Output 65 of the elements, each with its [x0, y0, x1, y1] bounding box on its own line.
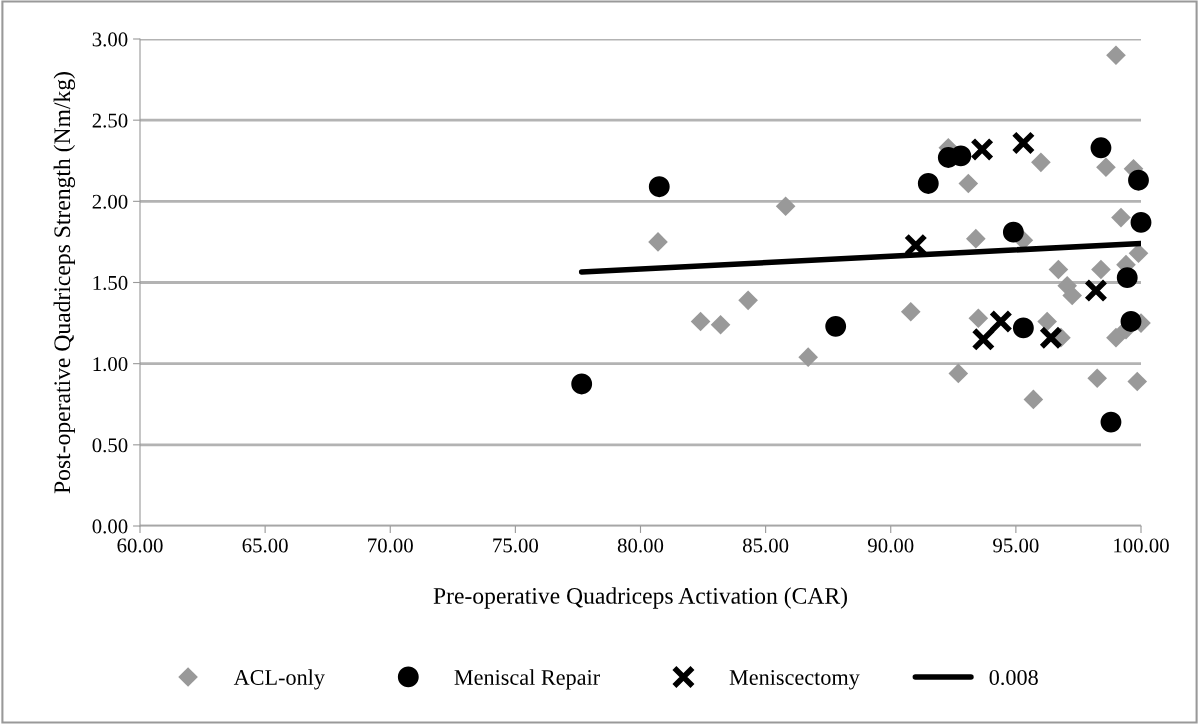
x-tick-label: 80.00 [617, 538, 664, 553]
y-axis-title: Post-operative Quadriceps Strength (Nm/kg) [53, 72, 76, 494]
legend-label: Meniscal Repair [454, 669, 600, 690]
point [1062, 285, 1082, 306]
legend-label: Meniscectomy [729, 670, 860, 690]
point [948, 363, 969, 384]
point [1128, 169, 1149, 191]
point [1091, 259, 1111, 280]
x-tick-label: 95.00 [993, 538, 1039, 553]
x-axis-title: Pre-operative Quadriceps Activation (CAR) [433, 587, 847, 609]
point [825, 315, 847, 337]
point [1087, 368, 1108, 389]
point [900, 301, 921, 322]
legend-label: ACL-only [233, 669, 325, 690]
y-tick-label: 2.00 [92, 194, 128, 209]
point [970, 137, 994, 162]
point [966, 228, 986, 249]
x-tick-label: 70.00 [368, 538, 413, 553]
point [710, 314, 731, 335]
point [1116, 267, 1138, 289]
point [968, 308, 989, 329]
x-tick-label: 65.00 [242, 538, 288, 553]
point [1037, 311, 1057, 332]
y-tick-label: 0.00 [92, 519, 128, 534]
y-tick-label: 1.50 [93, 275, 128, 291]
y-tick-label: 3.00 [92, 32, 128, 47]
point [1084, 278, 1108, 303]
point [1106, 327, 1126, 348]
point [1011, 131, 1036, 155]
point [798, 347, 818, 367]
point [1100, 411, 1122, 433]
point [1096, 157, 1116, 178]
point [1048, 259, 1069, 280]
point [1111, 207, 1131, 228]
point [1120, 311, 1142, 332]
point [917, 173, 939, 194]
point [950, 145, 972, 167]
point [1128, 243, 1149, 264]
point [1130, 212, 1152, 233]
y-tick-label: 0.50 [92, 438, 128, 453]
point [958, 173, 979, 194]
point [690, 311, 711, 332]
x-tick-label: 90.00 [867, 538, 914, 553]
point [1039, 325, 1063, 350]
point [1012, 317, 1034, 339]
point [1031, 152, 1051, 173]
point [1002, 221, 1024, 243]
point [775, 196, 796, 217]
point [1090, 137, 1112, 159]
point [571, 373, 593, 395]
x-tick-label: 60.00 [117, 538, 163, 553]
x-tick-label: 75.00 [493, 538, 539, 553]
x-tick-label: 85.00 [742, 538, 789, 553]
y-tick-label: 2.50 [92, 113, 128, 128]
legend-label: 0.008 [989, 669, 1038, 686]
point [971, 327, 996, 352]
point [648, 176, 670, 198]
point [1023, 389, 1044, 410]
point [989, 309, 1013, 334]
point [738, 290, 758, 311]
point [1127, 371, 1148, 392]
point [648, 232, 668, 252]
point [1106, 45, 1126, 66]
y-tick-label: 1.00 [93, 357, 128, 372]
x-tick-label: 100.00 [1114, 538, 1169, 553]
